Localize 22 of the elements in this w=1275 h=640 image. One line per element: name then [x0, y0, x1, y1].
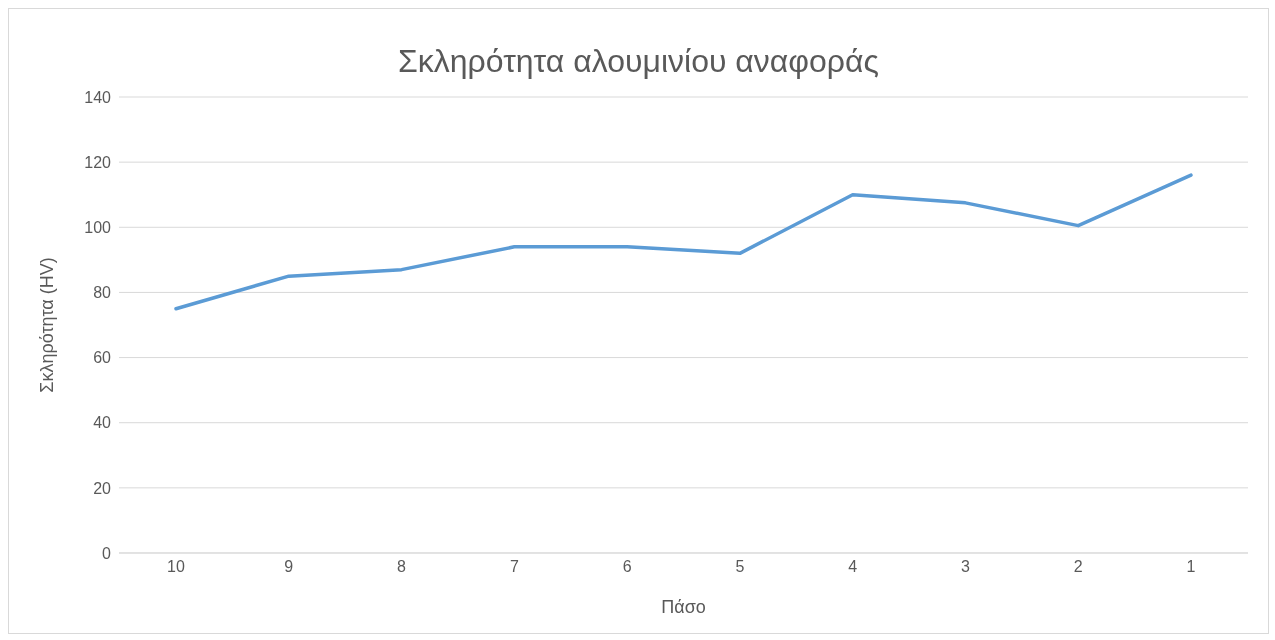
- x-tick-label: 6: [622, 558, 632, 576]
- y-tick-label: 0: [102, 544, 112, 562]
- x-tick-label: 2: [1073, 558, 1083, 576]
- x-tick-label: 10: [167, 558, 185, 576]
- x-tick-label: 3: [960, 558, 970, 576]
- x-tick-label: 9: [284, 558, 294, 576]
- y-tick-label: 20: [93, 479, 112, 497]
- x-axis-title: Πάσο: [661, 597, 706, 617]
- y-tick-label: 100: [84, 218, 112, 236]
- y-tick-label: 80: [93, 284, 112, 302]
- x-tick-label: 5: [735, 558, 745, 576]
- y-tick-label: 40: [93, 414, 112, 432]
- y-tick-label: 120: [84, 153, 112, 171]
- y-axis-title: Σκληρότητα (HV): [37, 257, 58, 393]
- line-series: [174, 173, 1193, 311]
- x-tick-label: 4: [848, 558, 858, 576]
- x-tick-label: 1: [1186, 558, 1196, 576]
- x-tick-label: 8: [397, 558, 407, 576]
- chart-title: Σκληρότητα αλουμινίου αναφοράς: [397, 43, 880, 81]
- y-tick-label: 60: [93, 349, 112, 367]
- y-tick-label: 140: [84, 88, 112, 106]
- x-tick-label: 7: [509, 558, 519, 576]
